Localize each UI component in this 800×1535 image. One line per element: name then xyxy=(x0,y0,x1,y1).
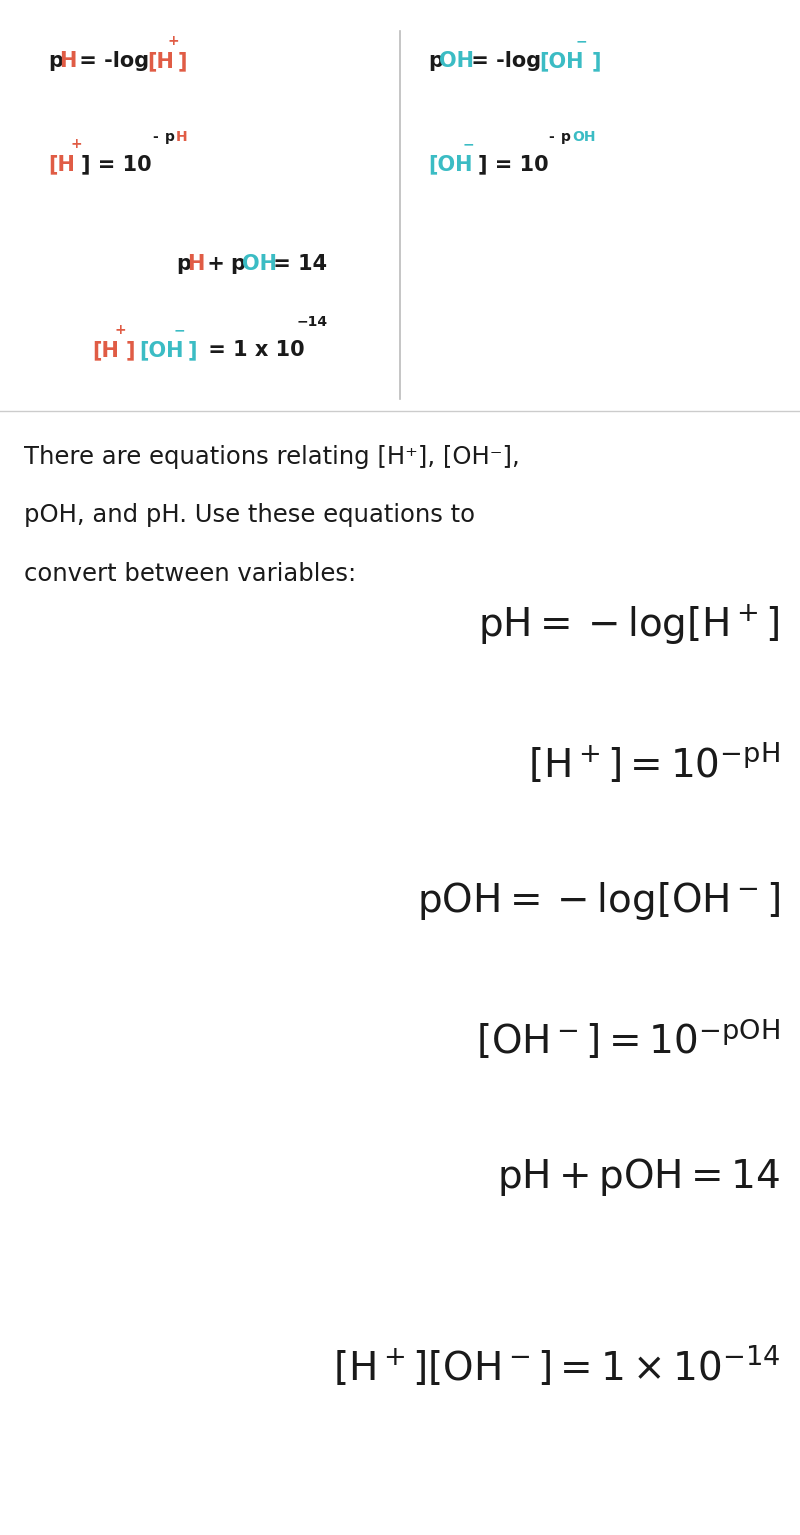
Text: $\mathregular{pH} = -\log[\mathregular{H^+}]$: $\mathregular{pH} = -\log[\mathregular{H… xyxy=(478,603,780,646)
Text: OH: OH xyxy=(573,129,596,144)
Text: $[\mathregular{OH^-}] = 10^{-\mathregular{pOH}}$: $[\mathregular{OH^-}] = 10^{-\mathregula… xyxy=(476,1016,780,1062)
Text: $[\mathregular{H^+}] = 10^{-\mathregular{pH}}$: $[\mathregular{H^+}] = 10^{-\mathregular… xyxy=(528,741,780,784)
Text: ] = 10: ] = 10 xyxy=(82,154,152,175)
Text: ]: ] xyxy=(126,339,134,361)
Text: H: H xyxy=(59,51,77,72)
Text: ]: ] xyxy=(178,51,187,72)
Text: p: p xyxy=(230,253,245,275)
Text: [H: [H xyxy=(48,154,75,175)
Text: = 1 x 10: = 1 x 10 xyxy=(202,339,305,361)
Text: convert between variables:: convert between variables: xyxy=(24,562,356,586)
Text: +: + xyxy=(115,322,126,338)
Text: +: + xyxy=(71,137,82,152)
Text: = -log: = -log xyxy=(72,51,156,72)
Text: H: H xyxy=(176,129,187,144)
Text: pOH, and pH. Use these equations to: pOH, and pH. Use these equations to xyxy=(24,503,475,528)
Text: −: − xyxy=(576,34,587,49)
Text: p: p xyxy=(428,51,443,72)
Text: −: − xyxy=(462,137,474,152)
Text: +: + xyxy=(167,34,179,49)
Text: $[\mathregular{H^+}][\mathregular{OH^-}] = 1 \times 10^{-14}$: $[\mathregular{H^+}][\mathregular{OH^-}]… xyxy=(333,1345,780,1388)
Text: $\mathregular{pH} + \mathregular{pOH} = 14$: $\mathregular{pH} + \mathregular{pOH} = … xyxy=(497,1156,780,1199)
Text: p: p xyxy=(48,51,63,72)
Text: ]: ] xyxy=(591,51,601,72)
Text: ] = 10: ] = 10 xyxy=(478,154,549,175)
Text: [OH: [OH xyxy=(428,154,473,175)
Text: $\mathregular{pOH} = -\log[\mathregular{OH^-}]$: $\mathregular{pOH} = -\log[\mathregular{… xyxy=(417,880,780,923)
Text: p: p xyxy=(165,129,174,144)
Text: [H: [H xyxy=(92,339,119,361)
Text: OH: OH xyxy=(242,253,277,275)
Text: [OH: [OH xyxy=(539,51,584,72)
Text: H: H xyxy=(187,253,205,275)
Text: [OH: [OH xyxy=(139,339,183,361)
Text: p: p xyxy=(176,253,191,275)
Text: = 14: = 14 xyxy=(266,253,328,275)
Text: [H: [H xyxy=(147,51,174,72)
Text: OH: OH xyxy=(439,51,474,72)
Text: p: p xyxy=(561,129,571,144)
Text: ]: ] xyxy=(188,339,197,361)
Text: = -log: = -log xyxy=(464,51,549,72)
Text: +: + xyxy=(200,253,232,275)
Text: -: - xyxy=(549,129,554,144)
Text: −14: −14 xyxy=(297,315,328,330)
Text: −: − xyxy=(173,322,185,338)
Text: -: - xyxy=(152,129,158,144)
Text: There are equations relating [H⁺], [OH⁻],: There are equations relating [H⁺], [OH⁻]… xyxy=(24,445,520,470)
